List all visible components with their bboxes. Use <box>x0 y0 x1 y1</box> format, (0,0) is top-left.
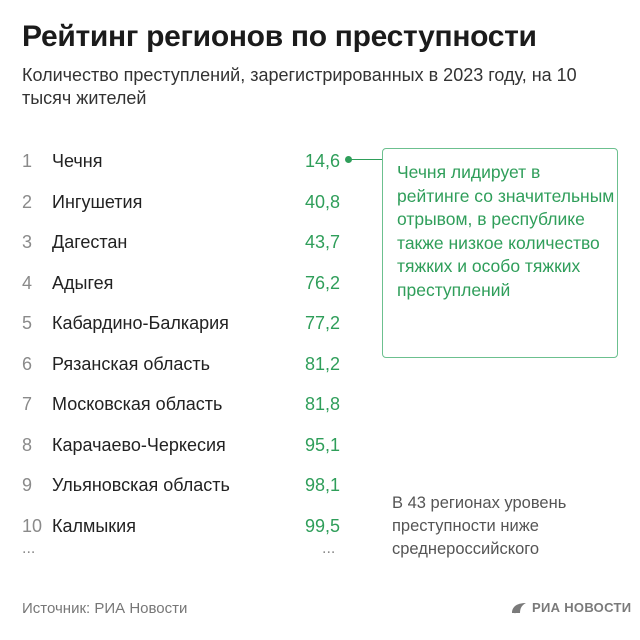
crime-rate-value: 99,5 <box>304 515 340 536</box>
crime-rate-value: 98,1 <box>304 475 340 495</box>
crime-rate-value: 76,2 <box>304 272 340 293</box>
rank-number: 5 <box>22 313 33 333</box>
rank-number: 1 <box>22 151 33 171</box>
rank-number: 7 <box>22 394 33 414</box>
table-row: 4 Адыгея 76,2 <box>0 268 360 298</box>
crime-rate-value: 81,8 <box>304 394 340 414</box>
callout-box: Чечня лидирует в рейтинге со значительны… <box>382 148 618 358</box>
table-row: 1 Чечня 14,6 <box>0 146 360 176</box>
rank-number: 3 <box>22 232 33 252</box>
footnote-regions: В 43 регионах уровень преступности ниже … <box>392 494 567 558</box>
rank-number: 2 <box>22 191 33 212</box>
ria-logo-icon <box>512 602 526 613</box>
region-name: Дагестан <box>52 232 128 252</box>
rank-number: 10 <box>22 515 43 536</box>
crime-rate-value: 43,7 <box>304 232 340 252</box>
rank-number: 8 <box>22 434 33 455</box>
region-name: Адыгея <box>52 272 114 293</box>
region-name: Рязанская область <box>52 353 211 374</box>
table-row: 10 Калмыкия 99,5 <box>0 511 360 541</box>
ellipsis-value: ... <box>322 540 336 557</box>
table-row: 9 Ульяновская область 98,1 <box>0 470 360 500</box>
ellipsis-rank: ... <box>22 540 36 557</box>
source-label: Источник: РИА Новости <box>22 600 188 617</box>
chart-title: Рейтинг регионов по преступности <box>22 20 537 53</box>
rank-number: 9 <box>22 475 33 495</box>
crime-rate-value: 77,2 <box>304 313 340 333</box>
region-name: Чечня <box>52 151 103 171</box>
crime-rate-value: 81,2 <box>304 353 340 374</box>
table-row: 7 Московская область 81,8 <box>0 389 360 419</box>
chart-subtitle: Количество преступлений, зарегистрирован… <box>22 65 577 108</box>
table-row: 3 Дагестан 43,7 <box>0 227 360 257</box>
region-name: Калмыкия <box>52 515 136 536</box>
region-name: Карачаево-Черкесия <box>52 434 226 455</box>
region-name: Кабардино-Балкария <box>52 313 229 333</box>
callout-anchor-dot <box>345 156 352 163</box>
table-row: 2 Ингушетия 40,8 <box>0 187 360 217</box>
crime-rate-value: 14,6 <box>304 151 340 171</box>
table-row: 6 Рязанская область 81,2 <box>0 349 360 379</box>
ria-logo-text: РИА НОВОСТИ <box>532 600 632 615</box>
rank-number: 4 <box>22 272 33 293</box>
callout-connector-line <box>348 159 382 160</box>
ria-logo: РИА НОВОСТИ <box>510 600 631 615</box>
crime-rate-value: 40,8 <box>304 191 340 212</box>
table-row: 5 Кабардино-Балкария 77,2 <box>0 308 360 338</box>
crime-rate-value: 95,1 <box>304 434 340 455</box>
region-name: Ульяновская область <box>52 475 230 495</box>
rank-number: 6 <box>22 353 33 374</box>
table-row: 8 Карачаево-Черкесия 95,1 <box>0 430 360 460</box>
region-name: Ингушетия <box>52 191 143 212</box>
region-name: Московская область <box>52 394 223 414</box>
